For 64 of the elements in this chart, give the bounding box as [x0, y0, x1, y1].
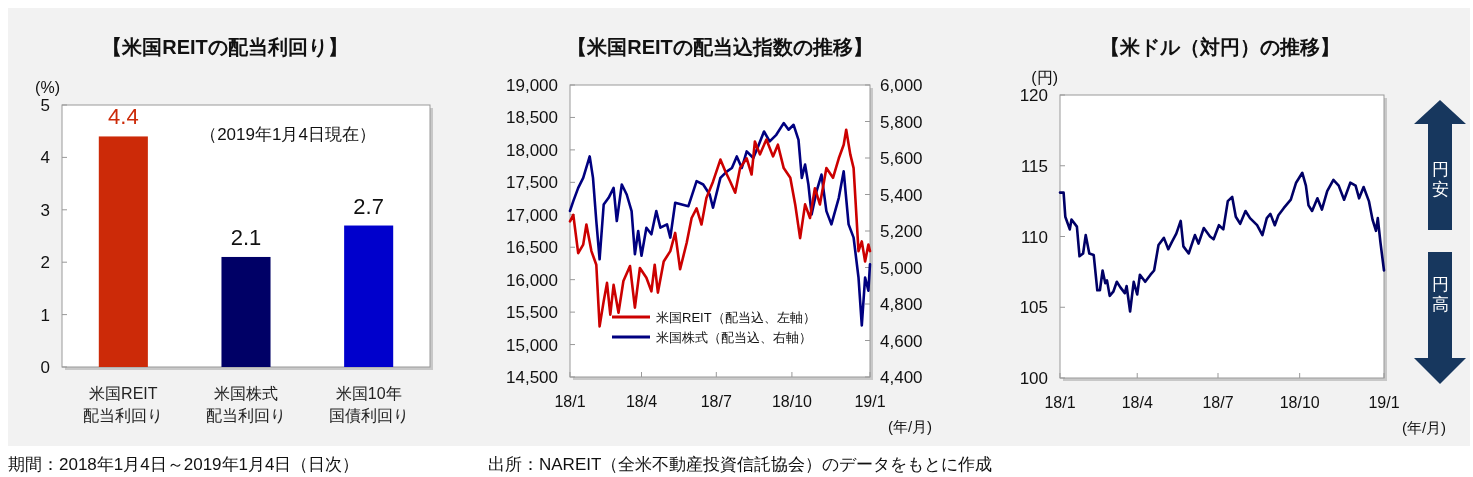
x-tick-label: 18/7 [700, 393, 732, 410]
y-axis-title: (%) [35, 79, 60, 96]
y-tick-label: 3 [40, 200, 50, 220]
y-tick-label: 1 [40, 305, 50, 325]
chart-title: 【米ドル（対円）の推移】 [1100, 36, 1340, 58]
chart-title: 【米国REITの配当込指数の推移】 [567, 36, 873, 58]
line-series [1058, 171, 1386, 313]
x-axis-title: (年/月) [887, 418, 933, 435]
x-axis-title: (年/月) [1401, 419, 1447, 436]
y-tick-label: 115 [1020, 156, 1048, 176]
y-tick-label: 16,500 [506, 238, 558, 258]
y-tick-label: 110 [1020, 227, 1048, 247]
text: 出所：NAREIT（全米不動産投資信託協会）のデータをもとに作成 [488, 455, 993, 474]
y2-tick-label: 6,000 [880, 76, 923, 95]
y-tick-label: 105 [1019, 298, 1048, 318]
y2-tick-label: 4,600 [880, 331, 923, 351]
x-tick-label: 18/1 [554, 393, 586, 410]
data-label: 4.4 [108, 104, 139, 130]
annotation: （2019年1月4日現在） [200, 125, 376, 144]
y2-tick-label: 5,000 [880, 258, 923, 278]
y-tick-label: 18,000 [506, 140, 558, 160]
text: 円安 [1431, 160, 1449, 199]
bar [344, 225, 394, 367]
y2-tick-label: 5,400 [880, 185, 923, 205]
legend-label: 米国株式（配当込、右軸） [656, 330, 812, 345]
y-tick-label: 16,000 [506, 270, 558, 290]
y-tick-label: 100 [1019, 369, 1048, 388]
y-tick-label: 18,500 [506, 108, 558, 128]
x-tick-label: 米国REIT配当利回り [83, 385, 164, 424]
x-tick-label: 18/7 [1202, 394, 1234, 411]
chart-title: 【米国REITの配当利回り】 [102, 36, 348, 58]
y-tick-label: 17,000 [506, 205, 558, 225]
x-tick-label: 18/4 [1121, 394, 1153, 411]
y-axis-title: (円) [1031, 69, 1058, 86]
y-tick-label: 5 [40, 96, 50, 115]
y2-tick-label: 4,800 [880, 295, 923, 314]
y-tick-label: 2 [40, 253, 50, 273]
bar [98, 136, 148, 367]
data-label: 2.1 [230, 224, 262, 250]
legend-label: 米国REIT（配当込、左軸） [656, 310, 816, 325]
y2-tick-label: 4,400 [880, 368, 923, 387]
x-tick-label: 18/4 [625, 393, 658, 410]
y-tick-label: 14,500 [506, 368, 558, 387]
y-tick-label: 0 [40, 358, 50, 377]
y-tick-label: 17,500 [506, 173, 558, 193]
x-tick-label: 18/10 [1279, 394, 1320, 411]
y2-tick-label: 5,600 [880, 149, 923, 168]
x-tick-label: 19/1 [854, 393, 886, 410]
text: 期間：2018年1月4日～2019年1月4日（日次） [8, 455, 360, 474]
y-tick-label: 15,000 [506, 335, 558, 355]
y2-tick-label: 5,800 [880, 112, 923, 132]
x-tick-label: 米国株式配当利回り [206, 385, 286, 424]
y2-tick-label: 5,200 [880, 222, 923, 241]
y-tick-label: 120 [1019, 86, 1048, 105]
text: 円高 [1431, 275, 1449, 314]
y-tick-label: 4 [40, 148, 50, 168]
x-tick-label: 18/10 [771, 393, 813, 410]
x-tick-label: 18/1 [1044, 394, 1076, 411]
x-tick-label: 19/1 [1368, 394, 1400, 411]
y-tick-label: 15,500 [506, 303, 558, 323]
x-tick-label: 米国10年国債利回り [328, 385, 409, 424]
y-tick-label: 19,000 [506, 76, 558, 95]
bar [221, 256, 271, 367]
data-label: 2.7 [353, 193, 384, 219]
